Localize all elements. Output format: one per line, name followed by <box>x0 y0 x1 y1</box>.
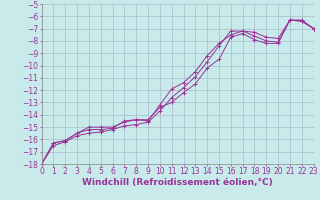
X-axis label: Windchill (Refroidissement éolien,°C): Windchill (Refroidissement éolien,°C) <box>82 178 273 187</box>
